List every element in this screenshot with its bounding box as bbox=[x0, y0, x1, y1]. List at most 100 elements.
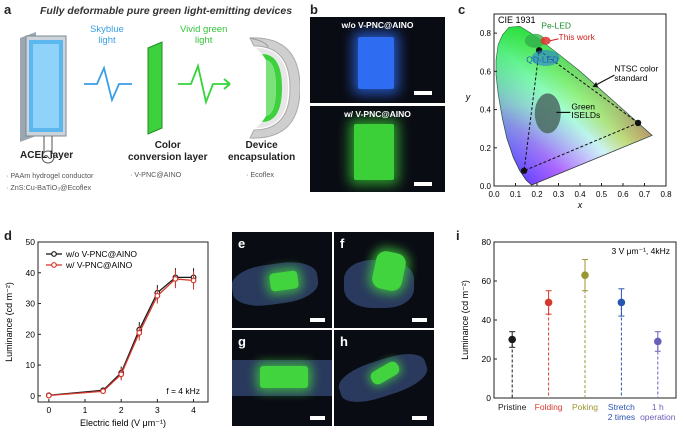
y-tick-label: 0 bbox=[30, 391, 35, 401]
encap-label-line2: encapsulation bbox=[228, 152, 296, 163]
x-tick-label: 0.5 bbox=[596, 190, 608, 199]
ccl-label-line1: Color bbox=[154, 140, 181, 151]
green-iseld-label-line1: Green bbox=[571, 102, 595, 112]
ntsc-label-line2: standard bbox=[614, 73, 647, 83]
ccl-material-1: · V-PNC@AINO bbox=[130, 170, 182, 179]
skyblue-label-line1: Skyblue bbox=[90, 24, 124, 35]
y-tick-label: 50 bbox=[26, 237, 36, 247]
qd-led-region bbox=[531, 49, 560, 66]
scale-bar bbox=[310, 318, 325, 322]
scale-bar bbox=[412, 318, 427, 322]
skyblue-label-line2: light bbox=[98, 35, 116, 46]
panel-label-c: c bbox=[458, 2, 466, 17]
encap-label-line1: Device bbox=[245, 140, 278, 151]
luminance-stability-chart: 0 20 40 60 80 Luminance (cd m⁻²) 3 V μm⁻¹, 4kH… bbox=[460, 237, 677, 422]
data-point bbox=[617, 298, 626, 307]
green-emission-glow bbox=[354, 124, 394, 180]
y-tick-label: 0 bbox=[486, 393, 491, 403]
y-tick-label: 20 bbox=[482, 354, 492, 364]
encap-material-1: · Ecoflex bbox=[246, 170, 274, 179]
panel-label-f: f bbox=[340, 236, 345, 251]
legend-label: w/o V-PNC@AINO bbox=[65, 249, 137, 259]
condition-annotation: 3 V μm⁻¹, 4kHz bbox=[611, 246, 670, 256]
data-point bbox=[136, 329, 143, 336]
pe-led-region bbox=[524, 33, 545, 48]
photo-with-pnc: w/ V-PNC@AINO bbox=[310, 106, 445, 192]
x-tick-label: 0 bbox=[46, 405, 51, 415]
x-axis-label: x bbox=[577, 200, 583, 210]
qd-led-label: QD-LED bbox=[526, 55, 558, 65]
y-axis-label: y bbox=[465, 92, 471, 102]
data-point bbox=[654, 337, 662, 346]
x-tick-label: 0.1 bbox=[510, 190, 522, 199]
photo-f: f bbox=[334, 232, 434, 328]
scale-bar bbox=[412, 416, 427, 420]
ntsc-vertex bbox=[634, 119, 642, 127]
blue-emission-glow bbox=[358, 37, 394, 89]
arrow-icon bbox=[592, 81, 599, 88]
scale-bar bbox=[414, 182, 432, 186]
data-point bbox=[581, 271, 589, 279]
data-point bbox=[100, 388, 107, 395]
y-tick-label: 0.8 bbox=[480, 29, 492, 38]
y-tick-label: 0.4 bbox=[480, 106, 492, 115]
x-tick-label: 1 bbox=[83, 405, 88, 415]
acel-material-1: · PAAm hydrogel conductor bbox=[6, 171, 94, 180]
x-tick-label: 0.4 bbox=[574, 190, 586, 199]
category-label: Poking bbox=[572, 402, 598, 412]
legend-marker bbox=[51, 262, 57, 268]
ntsc-triangle bbox=[523, 49, 640, 172]
y-axis-label: Luminance (cd m⁻²) bbox=[4, 282, 14, 362]
data-point bbox=[190, 277, 197, 284]
y-tick-label: 40 bbox=[26, 268, 36, 278]
spectral-locus-green-overlay bbox=[496, 26, 653, 186]
pe-led-label: Pe-LED bbox=[541, 20, 571, 30]
category-label: Pristine bbox=[498, 402, 527, 412]
this-work-label: This work bbox=[559, 32, 596, 42]
cie-chart: 0.0 0.1 0.2 0.3 0.4 0.5 0.6 0.7 0.8 0.0 0.2 0.4 0.6 0… bbox=[465, 13, 672, 210]
green-label-line1: Vivid green bbox=[180, 24, 228, 35]
green-emission-glow bbox=[268, 270, 300, 292]
panel-label-a: a bbox=[4, 2, 12, 17]
data-point bbox=[544, 298, 553, 307]
green-light-wave bbox=[178, 62, 230, 106]
x-tick-label: 0.7 bbox=[639, 190, 651, 199]
this-work-pointer bbox=[549, 38, 559, 42]
green-emission-glow bbox=[260, 366, 308, 388]
y-tick-label: 0.2 bbox=[480, 144, 492, 153]
data-point bbox=[508, 335, 516, 344]
ntsc-label-line1: NTSC color bbox=[614, 63, 658, 73]
panel-label-b: b bbox=[310, 2, 318, 17]
ccl-label-line2: conversion layer bbox=[128, 152, 208, 163]
scale-bar bbox=[414, 91, 432, 95]
y-tick-label: 10 bbox=[26, 360, 36, 370]
photo-g: g bbox=[232, 330, 332, 426]
data-point bbox=[172, 276, 179, 282]
data-point bbox=[118, 371, 125, 378]
category-label: operation bbox=[640, 412, 676, 422]
panel-label-d: d bbox=[4, 228, 12, 243]
panel-label-i: i bbox=[456, 228, 460, 243]
photo-label-bottom: w/ V-PNC@AINO bbox=[344, 109, 411, 119]
category-label: 1 h bbox=[652, 402, 664, 412]
panel-a-title: Fully deformable pure green light-emitti… bbox=[40, 5, 293, 17]
ntsc-vertex bbox=[520, 167, 528, 174]
photo-without-pnc: w/o V-PNC@AINO bbox=[310, 17, 445, 103]
category-label: Stretch bbox=[608, 402, 635, 412]
plot-frame bbox=[37, 241, 209, 403]
green-iseld-region bbox=[534, 93, 561, 134]
data-point bbox=[45, 392, 52, 399]
panel-label-e: e bbox=[238, 236, 246, 251]
legend-label: w/ V-PNC@AINO bbox=[65, 260, 133, 270]
y-tick-label: 80 bbox=[482, 237, 492, 247]
x-tick-label: 0.8 bbox=[660, 190, 672, 199]
ccl-materials: · V-PNC@AINO bbox=[130, 170, 181, 179]
x-tick-label: 0.0 bbox=[488, 190, 500, 199]
x-tick-label: 0.3 bbox=[553, 190, 565, 199]
vivid-green-light-label: Vivid green light bbox=[180, 24, 227, 46]
green-label-line2: light bbox=[194, 35, 213, 46]
color-conversion-layer-illustration bbox=[147, 41, 163, 135]
y-axis-label: Luminance (cd m⁻²) bbox=[460, 280, 470, 360]
acel-material-2: · ZnS:Cu-BaTiO₃@Ecoflex bbox=[6, 183, 92, 192]
